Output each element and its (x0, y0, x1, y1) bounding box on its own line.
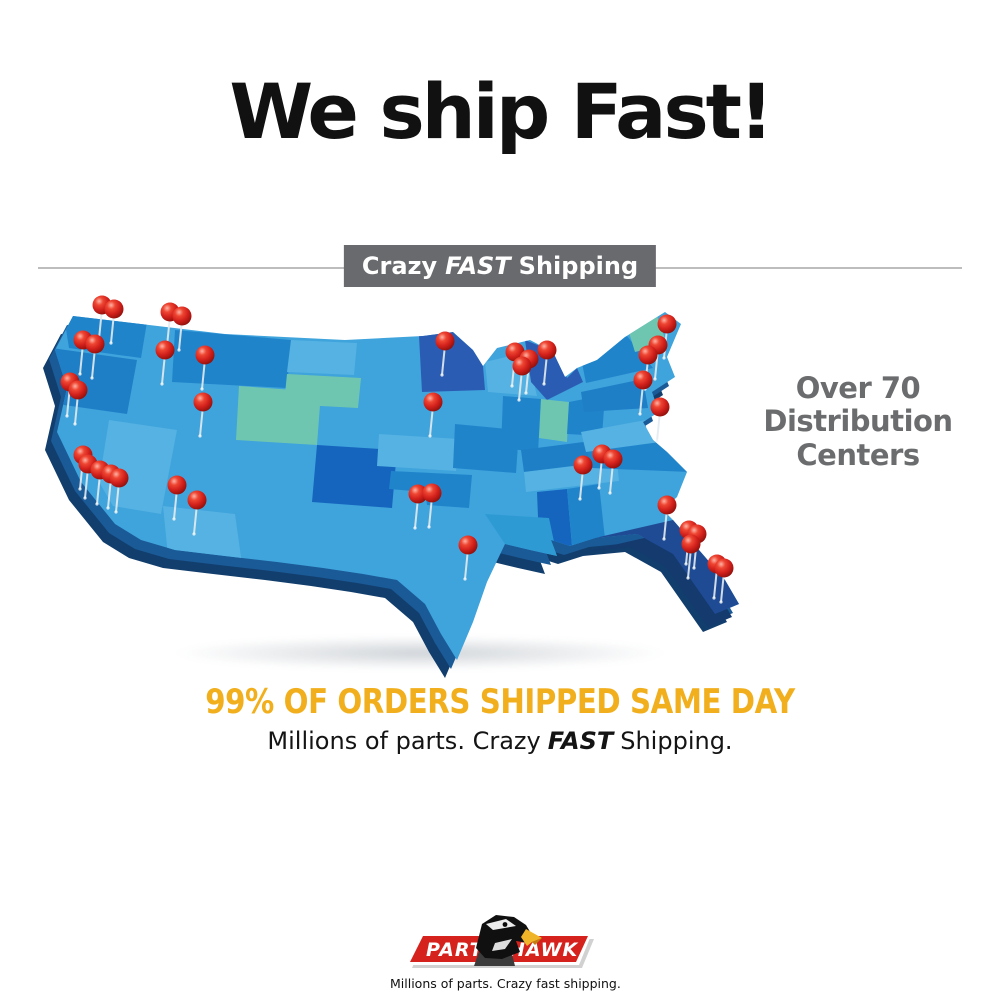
distribution-center-pin (193, 392, 213, 438)
distribution-center-pin (603, 449, 623, 495)
us-map-svg (43, 295, 739, 678)
map-drop-shadow (170, 636, 670, 670)
hawk-head-icon (474, 915, 542, 966)
stat-line-3: Centers (796, 437, 920, 472)
us-map (25, 282, 755, 702)
stat-line-1: Over 70 (795, 371, 921, 405)
state-patches (55, 312, 689, 564)
subheadline-prefix: Millions of parts. Crazy (267, 727, 541, 755)
crazy-fast-shipping-badge: Crazy FAST Shipping (343, 245, 657, 287)
badge-suffix: Shipping (518, 252, 639, 280)
distribution-center-pin (435, 331, 455, 377)
badge-prefix: Crazy (361, 252, 438, 280)
distribution-center-pin (195, 345, 215, 391)
distribution-center-pin (681, 534, 701, 580)
distribution-center-pin (573, 455, 593, 501)
distribution-center-pin (172, 306, 192, 352)
florida-extrusion (588, 533, 732, 627)
logo-tagline: Millions of parts. Crazy fast shipping. (390, 976, 621, 991)
map-top-face (55, 312, 739, 660)
distribution-center-pin (423, 392, 443, 438)
page-title: We ship Fast! (229, 66, 773, 156)
distribution-center-pin (512, 356, 532, 402)
distribution-center-pin (650, 397, 670, 443)
distribution-center-pin (458, 535, 478, 581)
distribution-centers-stat: Over 70 Distribution Centers (738, 371, 978, 472)
distribution-center-pin (109, 468, 129, 514)
sub-headline: Millions of parts. Crazy FAST Shipping. (0, 727, 1000, 755)
distribution-center-pin (155, 340, 175, 386)
distribution-center-pin (657, 495, 677, 541)
distribution-center-pin (537, 340, 557, 386)
badge-fast-emphasis: FAST (445, 252, 511, 280)
same-day-headline: 99% OF ORDERS SHIPPED SAME DAY (205, 682, 795, 722)
distribution-center-pin (633, 370, 653, 416)
distribution-center-pin (187, 490, 207, 536)
distribution-center-pin (68, 380, 88, 426)
distribution-center-pin (422, 483, 442, 529)
partshawk-logo: PARTS HAWK Millions of parts. Crazy fast… (390, 912, 621, 991)
florida-top (595, 520, 739, 614)
stat-line-2: Distribution (763, 404, 953, 439)
distribution-center-pin (714, 558, 734, 604)
subheadline-suffix: Shipping. (620, 727, 733, 755)
distribution-center-pin (85, 334, 105, 380)
partshawk-logo-graphic: PARTS HAWK (407, 915, 594, 968)
distribution-center-pin (167, 475, 187, 521)
subheadline-fast-emphasis: FAST (547, 727, 614, 755)
distribution-pins-layer (60, 295, 734, 604)
logo-text-hawk: HAWK (509, 939, 579, 961)
distribution-center-pin (104, 299, 124, 345)
distribution-center-pin (408, 484, 428, 530)
